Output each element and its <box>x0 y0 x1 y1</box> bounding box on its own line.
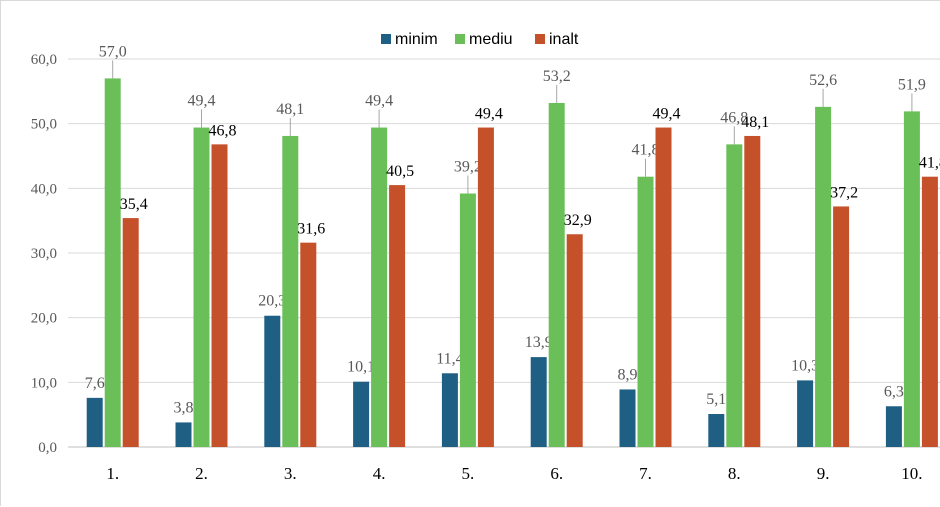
data-label-minim: 11,4 <box>436 350 463 367</box>
bar-inalt <box>655 127 672 448</box>
legend-label-inalt: inalt <box>549 31 579 48</box>
data-label-minim: 3,8 <box>174 399 194 416</box>
data-label-inalt: 37,2 <box>830 184 858 201</box>
data-label-mediu: 49,4 <box>188 93 216 110</box>
y-tick-label: 40,0 <box>31 181 57 197</box>
data-label-mediu: 57,0 <box>99 43 127 60</box>
bar-minim <box>708 414 725 447</box>
bar-mediu <box>371 127 388 448</box>
data-label-inalt: 48,1 <box>741 114 769 131</box>
x-tick-label: 6. <box>550 464 563 483</box>
bar-minim <box>353 381 370 447</box>
bar-inalt <box>211 144 228 448</box>
data-label-mediu: 53,2 <box>543 68 571 85</box>
data-label-inalt: 49,4 <box>475 106 503 123</box>
x-tick-label: 9. <box>817 464 830 483</box>
data-label-inalt: 32,9 <box>564 212 592 229</box>
bar-inalt <box>921 176 938 447</box>
data-label-inalt: 31,6 <box>297 221 325 238</box>
data-label-mediu: 49,4 <box>365 93 393 110</box>
data-label-mediu: 52,6 <box>809 72 837 89</box>
data-label-minim: 8,9 <box>618 366 638 383</box>
x-tick-label: 3. <box>284 464 297 483</box>
bar-minim <box>885 406 902 447</box>
data-label-mediu: 41,8 <box>632 142 660 159</box>
bar-inalt <box>122 218 139 447</box>
data-label-mediu: 39,2 <box>454 159 482 176</box>
y-tick-label: 0,0 <box>38 440 57 456</box>
bar-inalt <box>744 135 761 447</box>
x-tick-label: 2. <box>195 464 208 483</box>
bar-mediu <box>193 127 210 448</box>
legend-swatch-inalt <box>535 34 545 44</box>
legend-label-minim: minim <box>395 31 438 48</box>
data-label-inalt: 49,4 <box>653 106 681 123</box>
data-label-inalt: 46,8 <box>209 122 237 139</box>
bar-inalt <box>833 206 850 447</box>
bar-minim <box>530 357 547 447</box>
legend-swatch-minim <box>381 34 391 44</box>
data-label-inalt: 41,8 <box>919 155 940 172</box>
bar-minim <box>175 422 192 447</box>
y-tick-label: 50,0 <box>31 117 57 133</box>
legend-swatch-mediu <box>455 34 465 44</box>
bar-inalt <box>477 127 494 448</box>
data-label-minim: 5,1 <box>706 391 726 408</box>
data-label-mediu: 51,9 <box>898 76 926 93</box>
bar-minim <box>619 389 636 447</box>
bar-mediu <box>637 176 654 447</box>
x-tick-label: 4. <box>373 464 386 483</box>
data-label-minim: 20,3 <box>258 293 286 310</box>
x-tick-label: 5. <box>462 464 475 483</box>
bar-mediu <box>459 193 476 447</box>
bar-mediu <box>104 78 121 448</box>
legend-label-mediu: mediu <box>469 31 513 48</box>
bar-minim <box>441 373 458 447</box>
data-label-inalt: 35,4 <box>120 196 148 213</box>
bar-inalt <box>389 185 406 447</box>
data-label-minim: 10,3 <box>791 357 819 374</box>
data-label-minim: 13,9 <box>525 334 553 351</box>
data-label-minim: 7,6 <box>85 375 105 392</box>
data-label-mediu: 48,1 <box>276 101 304 118</box>
bar-mediu <box>815 106 832 447</box>
bar-mediu <box>726 144 743 448</box>
y-tick-label: 10,0 <box>31 375 57 391</box>
data-label-minim: 10,1 <box>347 359 375 376</box>
x-tick-label: 7. <box>639 464 652 483</box>
bar-minim <box>264 315 281 447</box>
bar-mediu <box>282 135 299 447</box>
bar-mediu <box>903 111 920 447</box>
data-label-inalt: 40,5 <box>386 163 414 180</box>
y-tick-label: 60,0 <box>31 52 57 68</box>
bar-minim <box>797 380 814 447</box>
data-label-mediu: 46,8 <box>720 109 748 126</box>
y-tick-label: 30,0 <box>31 246 57 262</box>
bar-inalt <box>300 242 317 447</box>
bar-mediu <box>548 102 565 448</box>
data-label-minim: 6,3 <box>884 383 904 400</box>
x-tick-label: 8. <box>728 464 741 483</box>
bar-minim <box>86 397 103 447</box>
x-tick-label: 1. <box>106 464 119 483</box>
x-tick-label: 10. <box>901 464 922 483</box>
y-tick-label: 20,0 <box>31 311 57 327</box>
bar-inalt <box>566 234 583 447</box>
